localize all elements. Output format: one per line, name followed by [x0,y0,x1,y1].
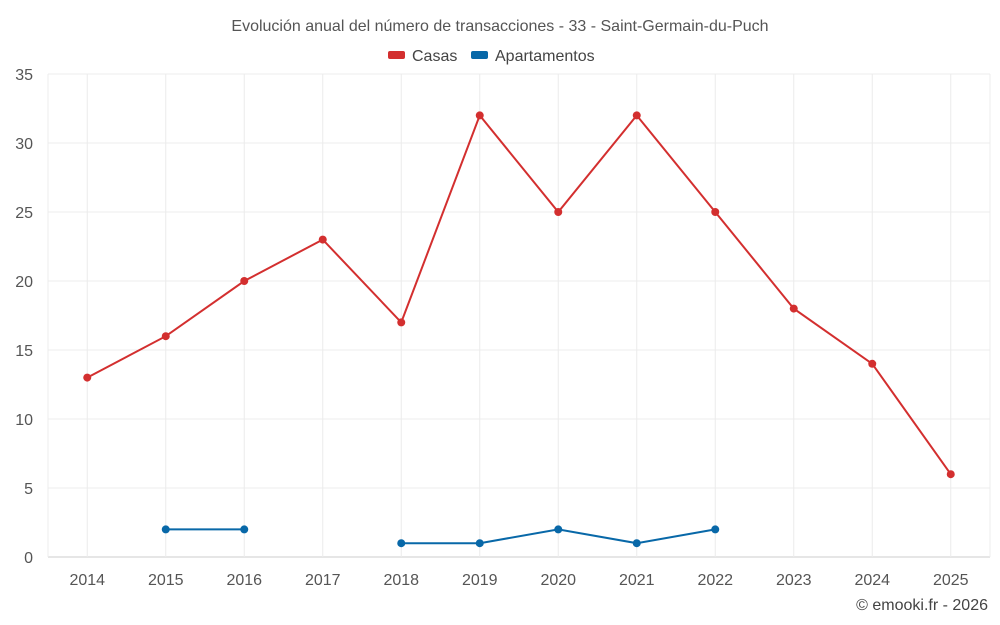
data-point-casas[interactable] [946,470,955,479]
y-axis: 0 5 10 15 20 25 30 35 [15,67,33,567]
data-point-apartamentos[interactable] [240,525,249,534]
data-point-casas[interactable] [711,208,720,216]
y-tick-label: 5 [24,481,33,498]
x-tick-label: 2023 [776,572,812,589]
data-point-apartamentos[interactable] [397,539,406,548]
legend-label-casas[interactable]: Casas [412,48,457,65]
x-axis: 2014 2015 2016 2017 2018 2019 2020 2021 2022 2023… [69,572,968,589]
x-tick-label: 2024 [854,572,890,589]
x-tick-label: 2016 [226,572,262,589]
data-point-casas[interactable] [554,208,563,216]
y-tick-label: 25 [15,205,33,222]
y-tick-label: 15 [15,343,33,360]
y-tick-label: 30 [15,136,33,153]
x-tick-label: 2021 [619,572,655,589]
data-point-casas[interactable] [83,373,92,382]
x-tick-label: 2019 [462,572,498,589]
data-point-casas[interactable] [789,304,798,313]
grid [47,73,991,558]
y-tick-label: 35 [15,67,33,84]
x-tick-label: 2018 [383,572,419,589]
series-line-casas [86,113,952,475]
x-tick-label: 2022 [697,572,733,589]
x-tick-label: 2015 [148,572,184,589]
data-point-apartamentos[interactable] [554,525,563,534]
data-point-casas[interactable] [318,235,327,244]
chart-title: Evolución anual del número de transaccio… [231,18,768,35]
data-point-casas[interactable] [397,318,406,327]
x-tick-label: 2020 [540,572,576,589]
legend: Casas Apartamentos [388,48,595,65]
y-tick-label: 20 [15,274,33,291]
data-point-casas[interactable] [868,359,877,368]
data-point-apartamentos[interactable] [711,525,720,534]
x-tick-label: 2017 [305,572,341,589]
legend-label-apartamentos[interactable]: Apartamentos [495,48,595,65]
series-group [83,111,955,548]
x-tick-label: 2014 [69,572,105,589]
data-point-apartamentos[interactable] [475,539,484,548]
legend-swatch-apartamentos [471,51,488,59]
data-point-casas[interactable] [475,111,484,120]
y-tick-label: 0 [24,550,33,567]
x-tick-label: 2025 [933,572,969,589]
credit: © emooki.fr - 2026 [856,597,988,614]
legend-swatch-casas [388,51,405,59]
y-tick-label: 10 [15,412,33,429]
data-point-apartamentos[interactable] [161,525,170,534]
data-point-casas[interactable] [240,277,249,285]
data-point-casas[interactable] [632,111,641,120]
data-point-apartamentos[interactable] [632,539,641,548]
data-point-casas[interactable] [161,332,170,341]
